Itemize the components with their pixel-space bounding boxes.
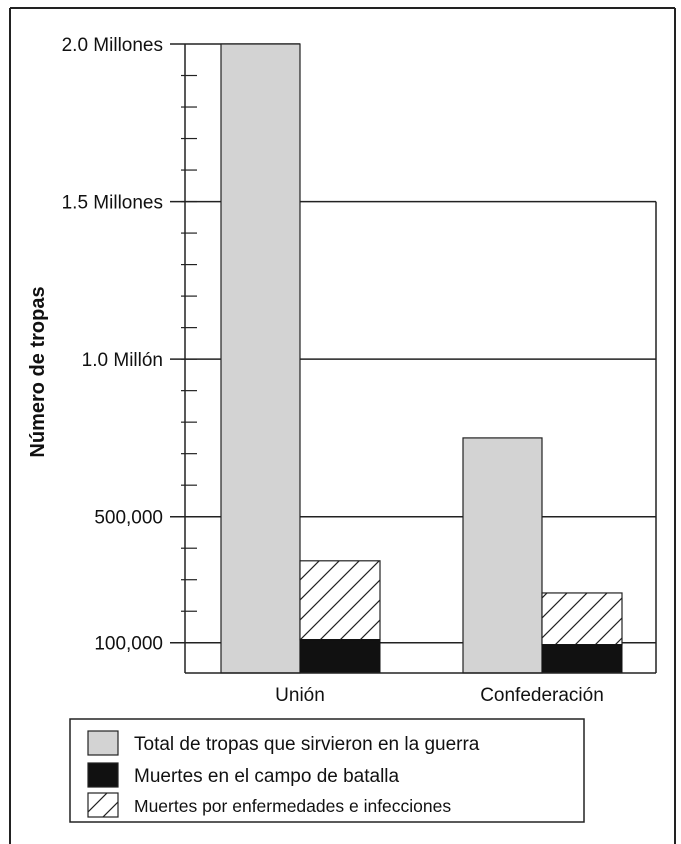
x-tick-label: Confederación [480, 685, 604, 706]
legend-swatch [87, 792, 119, 818]
labels-layer: 2.0 Millones 1.5 Millones 1.0 Millón 500,00… [62, 35, 604, 706]
y-axis-title: Número de tropas [27, 286, 49, 457]
bar-disease-confederacion [541, 592, 623, 646]
y-tick-label: 500,000 [94, 508, 163, 529]
y-tick-label: 1.5 Millones [62, 193, 163, 214]
y-tick-label: 1.0 Millón [82, 350, 163, 371]
legend-swatch [87, 730, 119, 756]
bar-battle-confederacion [541, 644, 623, 674]
legend-label: Muertes por enfermedades e infecciones [134, 796, 451, 816]
bar-total-confederacion [462, 437, 543, 674]
x-tick-label: Unión [275, 685, 325, 706]
y-tick-label: 100,000 [94, 634, 163, 655]
bar-disease-union [299, 560, 381, 641]
bars-layer [220, 43, 623, 674]
legend-label: Total de tropas que sirvieron en la guer… [134, 734, 480, 755]
legend-label: Muertes en el campo de batalla [134, 766, 400, 787]
axis-layer [181, 44, 657, 674]
y-tick-label: 2.0 Millones [62, 35, 163, 56]
bar-total-union [220, 43, 301, 674]
bar-battle-union [299, 639, 381, 674]
legend: Total de tropas que sirvieron en la guer… [69, 718, 585, 823]
legend-swatch [87, 762, 119, 788]
legend-box [69, 718, 585, 823]
